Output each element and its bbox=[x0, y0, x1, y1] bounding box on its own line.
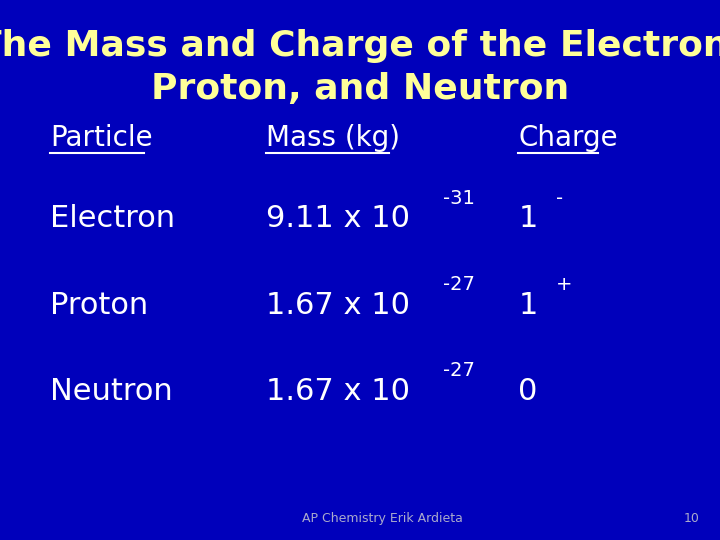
Text: Electron: Electron bbox=[50, 204, 176, 233]
Text: 10: 10 bbox=[684, 512, 700, 525]
Text: -31: -31 bbox=[443, 188, 474, 208]
Text: +: + bbox=[556, 275, 572, 294]
Text: Charge: Charge bbox=[518, 124, 618, 152]
Text: 1: 1 bbox=[518, 291, 538, 320]
Text: Neutron: Neutron bbox=[50, 377, 173, 406]
Text: 1: 1 bbox=[518, 204, 538, 233]
Text: 1.67 x 10: 1.67 x 10 bbox=[266, 377, 410, 406]
Text: -27: -27 bbox=[443, 275, 474, 294]
Text: -27: -27 bbox=[443, 361, 474, 381]
Text: AP Chemistry Erik Ardieta: AP Chemistry Erik Ardieta bbox=[302, 512, 463, 525]
Text: Proton: Proton bbox=[50, 291, 148, 320]
Text: The Mass and Charge of the Electron,: The Mass and Charge of the Electron, bbox=[0, 29, 720, 63]
Text: Proton, and Neutron: Proton, and Neutron bbox=[151, 72, 569, 106]
Text: 1.67 x 10: 1.67 x 10 bbox=[266, 291, 410, 320]
Text: Particle: Particle bbox=[50, 124, 153, 152]
Text: -: - bbox=[556, 188, 563, 208]
Text: 0: 0 bbox=[518, 377, 538, 406]
Text: Mass (kg): Mass (kg) bbox=[266, 124, 400, 152]
Text: 9.11 x 10: 9.11 x 10 bbox=[266, 204, 410, 233]
